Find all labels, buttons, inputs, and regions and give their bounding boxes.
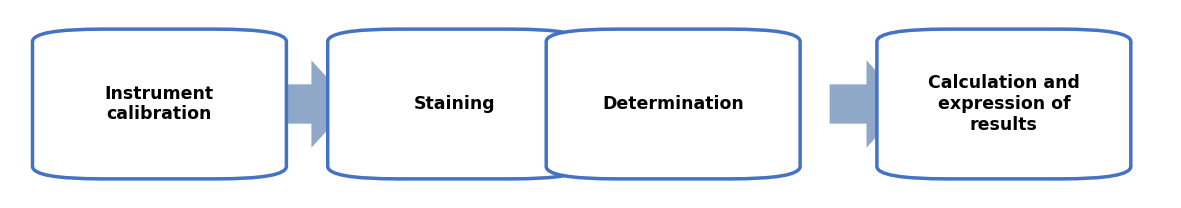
Polygon shape	[829, 60, 906, 148]
FancyBboxPatch shape	[33, 29, 286, 179]
FancyBboxPatch shape	[328, 29, 581, 179]
Text: Instrument
calibration: Instrument calibration	[105, 85, 214, 123]
Polygon shape	[570, 60, 647, 148]
Text: Staining: Staining	[413, 95, 496, 113]
FancyBboxPatch shape	[876, 29, 1130, 179]
FancyBboxPatch shape	[546, 29, 800, 179]
Text: Calculation and
expression of
results: Calculation and expression of results	[928, 74, 1079, 134]
Text: Determination: Determination	[602, 95, 744, 113]
Polygon shape	[274, 60, 352, 148]
